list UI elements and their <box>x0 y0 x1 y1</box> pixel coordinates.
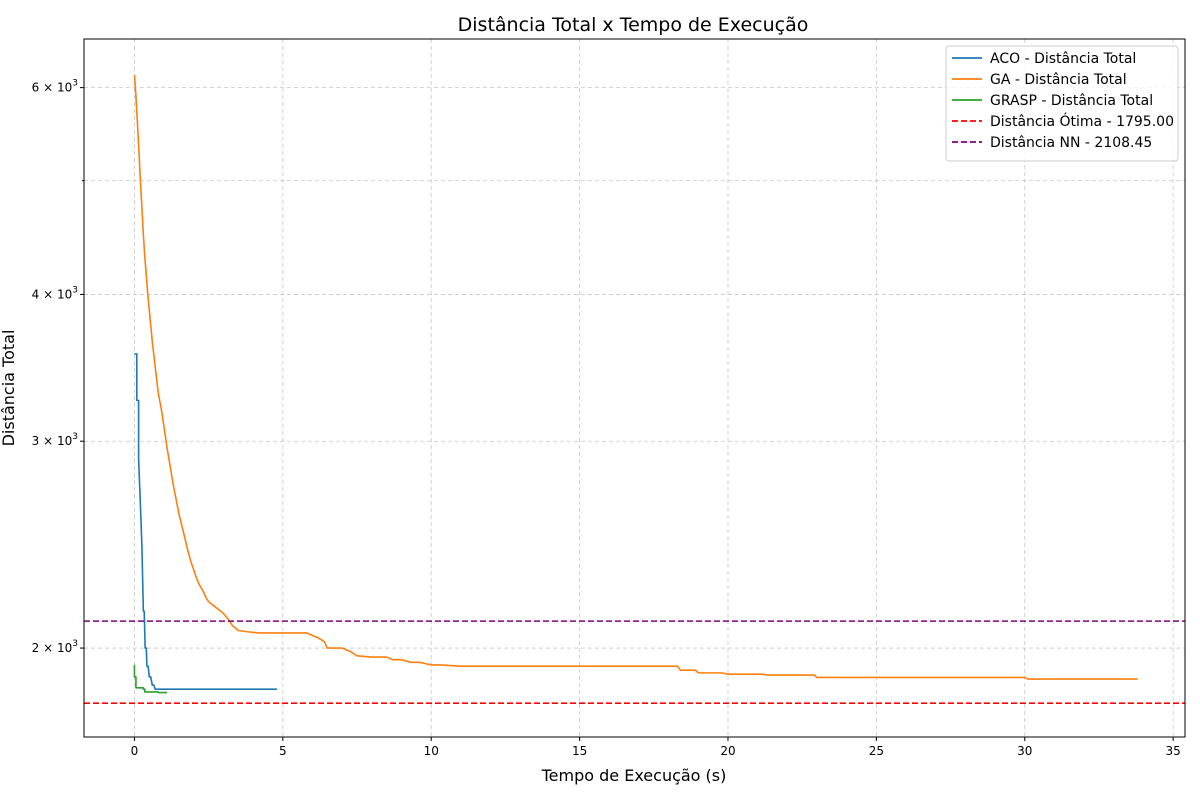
legend-label: GA - Distância Total <box>990 72 1127 88</box>
legend-label: Distância NN - 2108.45 <box>990 135 1152 151</box>
legend-label: Distância Ótima - 1795.00 <box>990 112 1174 130</box>
x-axis-title: Tempo de Execução (s) <box>541 766 727 785</box>
x-axis: 0 5 10 15 20 25 30 35 <box>131 737 1181 758</box>
y-tick-label: 4 × 103 <box>32 285 78 301</box>
legend-label: GRASP - Distância Total <box>990 93 1153 109</box>
legend-label: ACO - Distância Total <box>990 51 1136 67</box>
y-axis-title: Distância Total <box>0 330 18 447</box>
x-tick-label: 10 <box>424 744 439 758</box>
x-tick-label: 30 <box>1017 744 1032 758</box>
y-tick-label: 3 × 103 <box>32 432 78 448</box>
chart-title: Distância Total x Tempo de Execução <box>458 14 809 36</box>
series-line-grasp <box>133 664 168 694</box>
plot-frame <box>83 38 1186 738</box>
y-tick-label: 2 × 103 <box>32 639 78 655</box>
series-layer <box>84 74 1185 705</box>
x-tick-label: 15 <box>572 744 587 758</box>
x-tick-label: 20 <box>720 744 735 758</box>
legend: ACO - Distância Total GA - Distância Tota… <box>945 45 1179 162</box>
y-axis: 2 × 103 3 × 103 4 × 103 6 × 103 <box>32 79 84 655</box>
x-tick-label: 25 <box>869 744 884 758</box>
legend-box <box>945 45 1179 162</box>
series-line-ga <box>133 74 1138 680</box>
x-tick-label: 0 <box>131 744 139 758</box>
x-tick-label: 5 <box>279 744 287 758</box>
y-tick-label: 6 × 103 <box>32 79 78 95</box>
series-line-aco <box>134 353 277 691</box>
x-tick-label: 35 <box>1165 744 1180 758</box>
